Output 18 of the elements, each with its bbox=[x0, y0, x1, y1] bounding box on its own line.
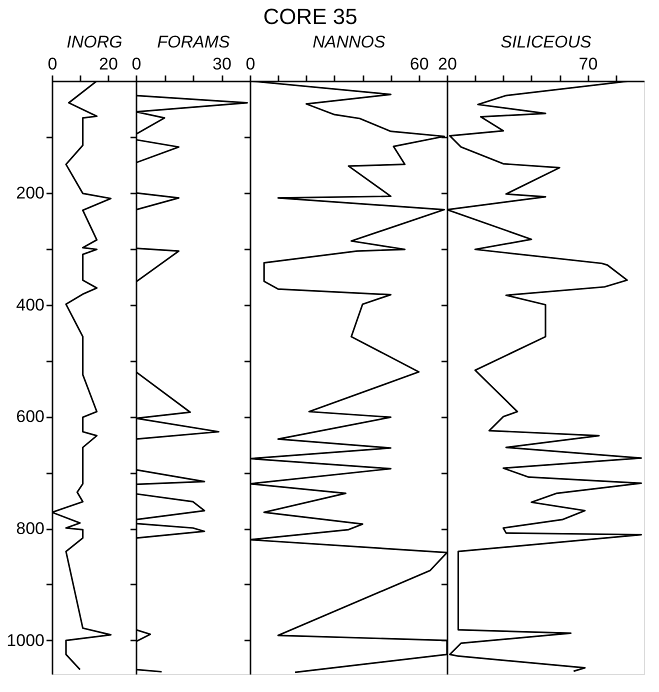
x-axis-title: FORAMS bbox=[157, 32, 231, 52]
y-tick-label: 1000 bbox=[6, 630, 44, 650]
y-tick-label: 600 bbox=[16, 407, 44, 426]
x-tick-label: 0 bbox=[246, 54, 256, 74]
x-tick-label: 30 bbox=[212, 54, 232, 74]
chart-title: CORE 35 bbox=[263, 4, 358, 29]
x-tick-label: 70 bbox=[578, 54, 598, 74]
x-tick-label: 60 bbox=[410, 54, 429, 74]
x-tick-label: 0 bbox=[48, 54, 58, 74]
x-axis-title: SILICEOUS bbox=[500, 32, 592, 52]
x-tick-label: 0 bbox=[132, 54, 142, 74]
x-axis-title: NANNOS bbox=[312, 32, 386, 52]
y-tick-label: 400 bbox=[16, 295, 44, 314]
x-tick-label: 20 bbox=[99, 54, 118, 74]
x-tick-label: 20 bbox=[438, 54, 457, 74]
x-axis-title: INORG bbox=[66, 32, 122, 52]
y-tick-label: 200 bbox=[16, 183, 44, 202]
y-tick-label: 800 bbox=[16, 519, 44, 538]
